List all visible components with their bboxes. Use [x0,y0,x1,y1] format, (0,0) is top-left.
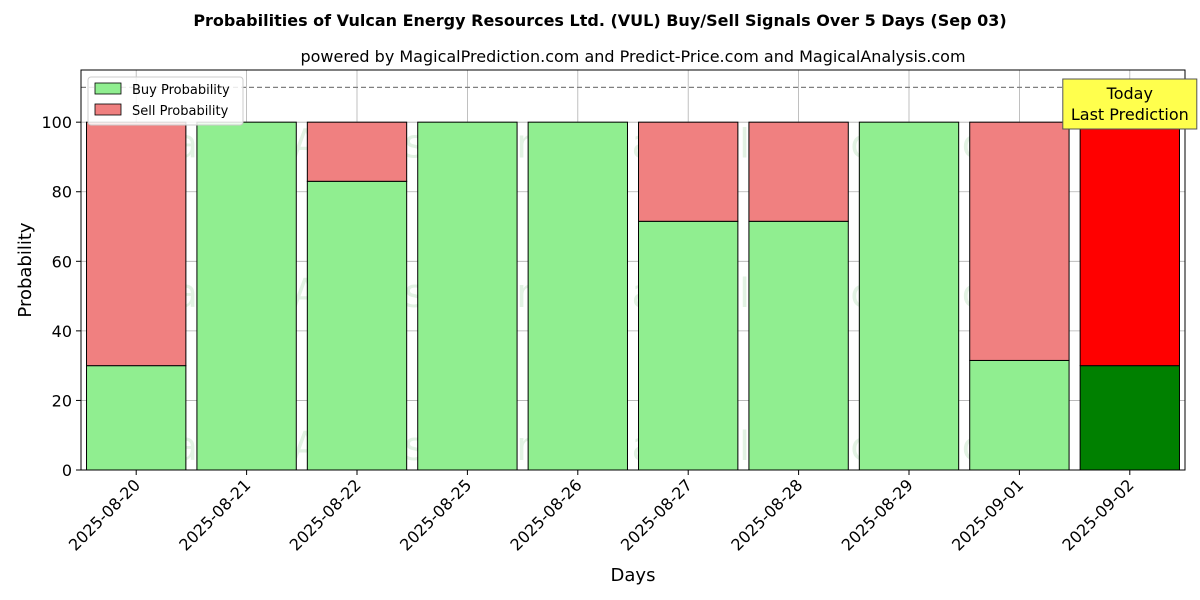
x-tick-label: 2025-08-25 [396,475,475,554]
x-axis-label: Days [611,565,656,586]
bar-sell-2025-09-01 [969,121,1070,361]
bar-buy-2025-09-01 [969,359,1070,471]
legend-box [87,76,244,126]
plot-frame [80,69,1186,471]
x-tick-label: 2025-08-22 [286,475,365,554]
legend-swatch-buy [94,82,122,95]
y-tick-label: 0 [62,461,72,480]
x-tick-label: 2025-08-28 [727,475,806,554]
y-axis-label: Probability [15,222,36,317]
annotation-box [1062,78,1198,130]
y-tick-label: 80 [52,183,72,202]
bar-buy-2025-09-02 [1079,365,1180,471]
bar-buy-2025-08-21 [196,121,297,471]
annotation-line-last-prediction: Last Prediction [1071,105,1189,124]
x-tick-label: 2025-08-26 [506,475,585,554]
x-tick-label: 2025-08-21 [175,475,254,554]
y-tick-label: 60 [52,252,72,271]
bars [86,121,1180,471]
chart-subtitle: powered by MagicalPrediction.com and Pre… [300,47,965,66]
bar-sell-2025-08-27 [638,121,739,222]
annotation-line-today: Today [1106,84,1153,103]
bar-buy-2025-08-26 [527,121,628,471]
legend-swatch-sell [94,103,122,116]
bar-buy-2025-08-29 [858,121,960,471]
y-tick-label: 20 [52,391,72,410]
bar-sell-2025-09-02 [1079,121,1180,367]
legend: Buy Probability Sell Probability [87,76,244,126]
bar-sell-2025-08-22 [306,121,408,182]
bar-buy-2025-08-22 [306,180,408,471]
bar-buy-2025-08-25 [417,121,518,471]
bar-sell-2025-08-20 [86,121,187,367]
x-tick-label: 2025-09-02 [1058,475,1137,554]
y-axis-ticks: 0 20 40 60 80 100 [41,113,81,480]
y-tick-label: 100 [41,113,72,132]
bar-sell-2025-08-28 [748,121,849,222]
legend-label-sell: Sell Probability [132,104,229,119]
chart-title: Probabilities of Vulcan Energy Resources… [193,11,1006,30]
bar-buy-2025-08-27 [638,220,739,471]
x-tick-label: 2025-08-29 [838,475,917,554]
x-tick-label: 2025-09-01 [948,475,1027,554]
x-tick-label: 2025-08-20 [65,475,144,554]
bar-buy-2025-08-20 [86,365,187,471]
bar-buy-2025-08-28 [748,220,849,471]
y-tick-label: 40 [52,322,72,341]
x-tick-label: 2025-08-27 [617,475,696,554]
legend-label-buy: Buy Probability [132,83,230,98]
today-annotation: Today Last Prediction [1062,78,1198,130]
x-axis-ticks: 2025-08-20 2025-08-21 2025-08-22 2025-08-25… [65,470,1138,555]
